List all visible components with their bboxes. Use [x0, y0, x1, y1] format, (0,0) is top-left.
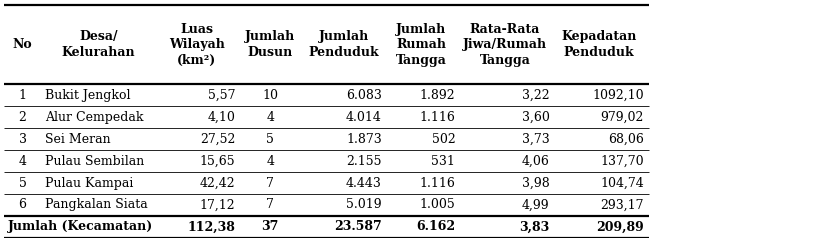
- Text: 3,22: 3,22: [522, 89, 550, 102]
- Text: 4.443: 4.443: [346, 177, 382, 189]
- Text: 6: 6: [18, 198, 27, 211]
- Text: Jumlah (Kecamatan): Jumlah (Kecamatan): [8, 220, 153, 233]
- Text: Bukit Jengkol: Bukit Jengkol: [45, 89, 131, 102]
- Text: 4,10: 4,10: [208, 111, 235, 124]
- Text: Jumlah
Dusun: Jumlah Dusun: [245, 30, 295, 59]
- Text: 3,73: 3,73: [522, 133, 550, 146]
- Text: 104,74: 104,74: [600, 177, 644, 189]
- Text: Pangkalan Siata: Pangkalan Siata: [45, 198, 148, 211]
- Text: 293,17: 293,17: [600, 198, 644, 211]
- Text: 3,83: 3,83: [520, 220, 550, 233]
- Text: 37: 37: [262, 220, 279, 233]
- Text: 10: 10: [262, 89, 279, 102]
- Text: 42,42: 42,42: [199, 177, 235, 189]
- Text: 1.005: 1.005: [420, 198, 455, 211]
- Text: 209,89: 209,89: [596, 220, 644, 233]
- Text: Alur Cempedak: Alur Cempedak: [45, 111, 143, 124]
- Text: 4.014: 4.014: [346, 111, 382, 124]
- Text: 7: 7: [266, 177, 274, 189]
- Text: 23.587: 23.587: [334, 220, 382, 233]
- Text: Jumlah
Penduduk: Jumlah Penduduk: [309, 30, 379, 59]
- Text: 5,57: 5,57: [208, 89, 235, 102]
- Text: Desa/
Kelurahan: Desa/ Kelurahan: [62, 30, 135, 59]
- Text: 3,60: 3,60: [522, 111, 550, 124]
- Text: 979,02: 979,02: [600, 111, 644, 124]
- Text: 5: 5: [18, 177, 27, 189]
- Text: Pulau Kampai: Pulau Kampai: [45, 177, 133, 189]
- Text: 5: 5: [266, 133, 274, 146]
- Text: 3: 3: [18, 133, 27, 146]
- Text: 1.116: 1.116: [420, 177, 455, 189]
- Text: Rata-Rata
Jiwa/Rumah
Tangga: Rata-Rata Jiwa/Rumah Tangga: [463, 23, 547, 67]
- Text: 15,65: 15,65: [199, 155, 235, 168]
- Text: 4: 4: [266, 111, 274, 124]
- Text: Jumlah
Rumah
Tangga: Jumlah Rumah Tangga: [395, 23, 447, 67]
- Text: 2: 2: [18, 111, 27, 124]
- Text: 4: 4: [266, 155, 274, 168]
- Text: Luas
Wilayah
(km²): Luas Wilayah (km²): [169, 23, 224, 67]
- Text: 4,06: 4,06: [522, 155, 550, 168]
- Text: 137,70: 137,70: [600, 155, 644, 168]
- Text: 27,52: 27,52: [200, 133, 235, 146]
- Text: Kepadatan
Penduduk: Kepadatan Penduduk: [561, 30, 637, 59]
- Text: 6.083: 6.083: [346, 89, 382, 102]
- Text: 1.116: 1.116: [420, 111, 455, 124]
- Text: 112,38: 112,38: [188, 220, 235, 233]
- Text: Sei Meran: Sei Meran: [45, 133, 111, 146]
- Text: 1.892: 1.892: [420, 89, 455, 102]
- Text: 531: 531: [431, 155, 455, 168]
- Text: 5.019: 5.019: [346, 198, 382, 211]
- Text: 1.873: 1.873: [346, 133, 382, 146]
- Text: Pulau Sembilan: Pulau Sembilan: [45, 155, 144, 168]
- Text: 502: 502: [432, 133, 455, 146]
- Text: 4,99: 4,99: [522, 198, 550, 211]
- Text: 4: 4: [18, 155, 27, 168]
- Text: 3,98: 3,98: [522, 177, 550, 189]
- Text: 1092,10: 1092,10: [592, 89, 644, 102]
- Text: 68,06: 68,06: [608, 133, 644, 146]
- Text: 2.155: 2.155: [346, 155, 382, 168]
- Text: 1: 1: [18, 89, 27, 102]
- Text: No: No: [13, 38, 33, 51]
- Text: 17,12: 17,12: [199, 198, 235, 211]
- Text: 6.162: 6.162: [416, 220, 455, 233]
- Text: 7: 7: [266, 198, 274, 211]
